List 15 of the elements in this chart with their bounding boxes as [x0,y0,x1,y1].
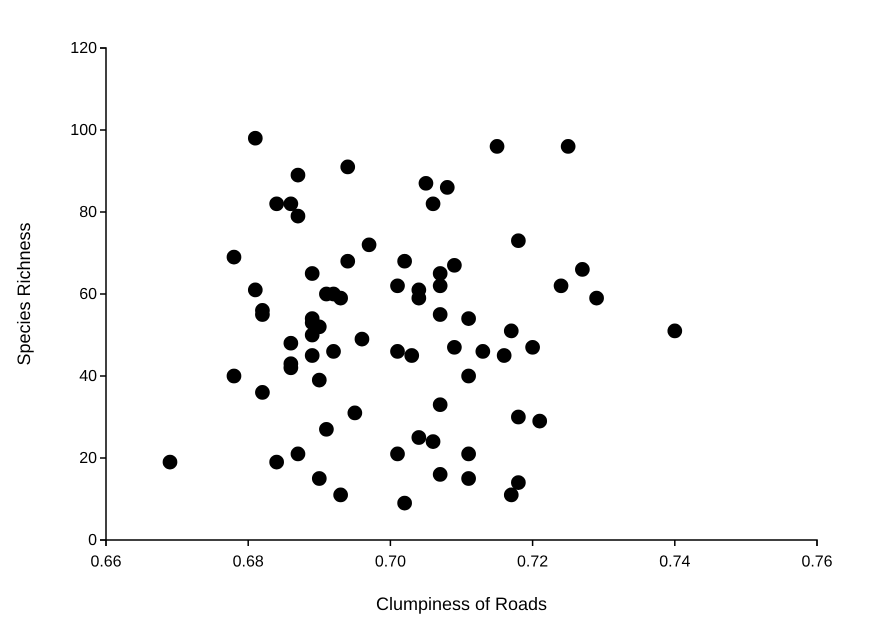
y-axis-title: Species Richness [14,222,34,366]
y-tick-label: 60 [79,286,98,304]
x-tick-label: 0.70 [374,554,406,571]
y-tick-label: 80 [79,204,98,222]
x-tick-label: 0.66 [90,554,122,571]
x-tick-label: 0.76 [801,554,833,571]
x-tick-label: 0.74 [659,554,690,571]
x-tick-label: 0.72 [517,554,548,571]
y-tick-label: 20 [79,450,98,468]
y-tick-label: 120 [70,40,98,58]
y-tick-label: 40 [79,368,98,386]
y-tick-label: 100 [70,122,98,140]
x-tick-label: 0.68 [232,554,264,571]
y-tick-label: 0 [88,532,98,550]
x-axis-title: Clumpiness of Roads [376,594,548,614]
